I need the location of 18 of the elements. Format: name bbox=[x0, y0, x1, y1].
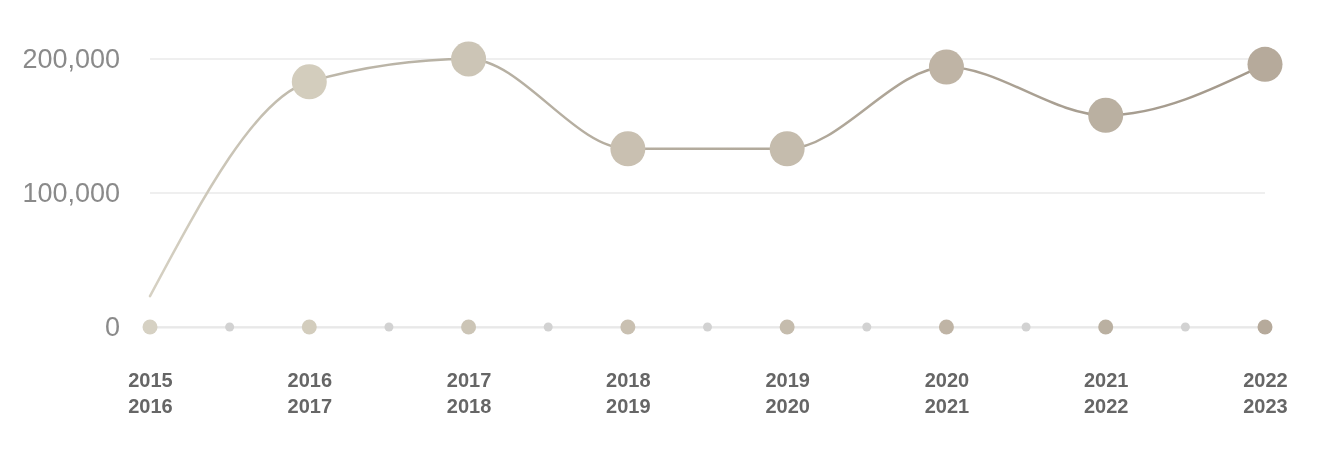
point bbox=[1088, 97, 1124, 133]
y-tick-label: 0 bbox=[104, 312, 120, 343]
point bbox=[769, 131, 805, 167]
y-tick-label: 200,000 bbox=[22, 44, 120, 75]
x-tick-label: 2018 2019 bbox=[606, 369, 651, 417]
point bbox=[1247, 46, 1283, 82]
x-tick-label: 2016 2017 bbox=[287, 369, 333, 417]
x-tick-label: 2021 2022 bbox=[1083, 369, 1129, 417]
x-tick-label: 2019 2020 bbox=[765, 369, 810, 417]
x-tick-label: 2015 2016 bbox=[128, 369, 173, 417]
x-tick-label: 2017 2018 bbox=[446, 369, 492, 417]
x-tick-label: 2020 2021 bbox=[924, 369, 970, 417]
point bbox=[451, 41, 487, 77]
point bbox=[291, 64, 327, 100]
point bbox=[928, 49, 964, 85]
point bbox=[610, 131, 646, 167]
y-tick-label: 100,000 bbox=[22, 178, 120, 209]
x-tick-label: 2022 2023 bbox=[1243, 369, 1288, 417]
